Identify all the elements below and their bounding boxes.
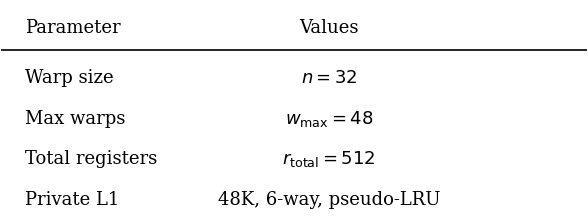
Text: Warp size: Warp size xyxy=(25,69,113,87)
Text: Parameter: Parameter xyxy=(25,19,121,37)
Text: Max warps: Max warps xyxy=(25,110,125,128)
Text: Private L1: Private L1 xyxy=(25,191,119,209)
Text: $r_{\mathrm{total}} = 512$: $r_{\mathrm{total}} = 512$ xyxy=(282,149,376,169)
Text: $w_{\mathrm{max}} = 48$: $w_{\mathrm{max}} = 48$ xyxy=(285,109,373,129)
Text: $n = 32$: $n = 32$ xyxy=(300,69,358,87)
Text: 48K, 6-way, pseudo-LRU: 48K, 6-way, pseudo-LRU xyxy=(218,191,440,209)
Text: Values: Values xyxy=(299,19,359,37)
Text: Total registers: Total registers xyxy=(25,150,157,168)
